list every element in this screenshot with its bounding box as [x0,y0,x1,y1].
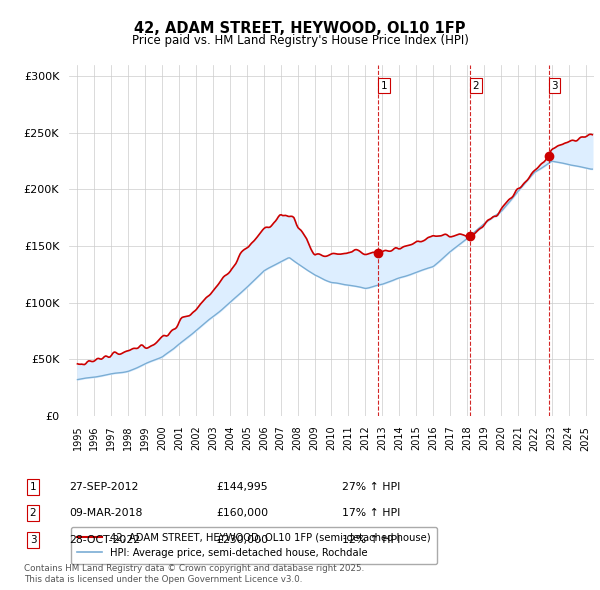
Text: 42, ADAM STREET, HEYWOOD, OL10 1FP: 42, ADAM STREET, HEYWOOD, OL10 1FP [134,21,466,36]
Text: 1: 1 [29,482,37,491]
Text: 09-MAR-2018: 09-MAR-2018 [69,509,142,518]
Text: 27-SEP-2012: 27-SEP-2012 [69,482,139,491]
Text: 27% ↑ HPI: 27% ↑ HPI [342,482,400,491]
Text: £230,000: £230,000 [216,535,268,545]
Text: 3: 3 [551,81,558,91]
Text: £144,995: £144,995 [216,482,268,491]
Text: Contains HM Land Registry data © Crown copyright and database right 2025.: Contains HM Land Registry data © Crown c… [24,565,364,573]
Text: This data is licensed under the Open Government Licence v3.0.: This data is licensed under the Open Gov… [24,575,302,584]
Text: Price paid vs. HM Land Registry's House Price Index (HPI): Price paid vs. HM Land Registry's House … [131,34,469,47]
Text: 12% ↑ HPI: 12% ↑ HPI [342,535,400,545]
Text: 17% ↑ HPI: 17% ↑ HPI [342,509,400,518]
Text: 2: 2 [473,81,479,91]
Text: 28-OCT-2022: 28-OCT-2022 [69,535,140,545]
Text: 1: 1 [380,81,387,91]
Legend: 42, ADAM STREET, HEYWOOD, OL10 1FP (semi-detached house), HPI: Average price, se: 42, ADAM STREET, HEYWOOD, OL10 1FP (semi… [71,527,437,563]
Text: £160,000: £160,000 [216,509,268,518]
Text: 3: 3 [29,535,37,545]
Text: 2: 2 [29,509,37,518]
